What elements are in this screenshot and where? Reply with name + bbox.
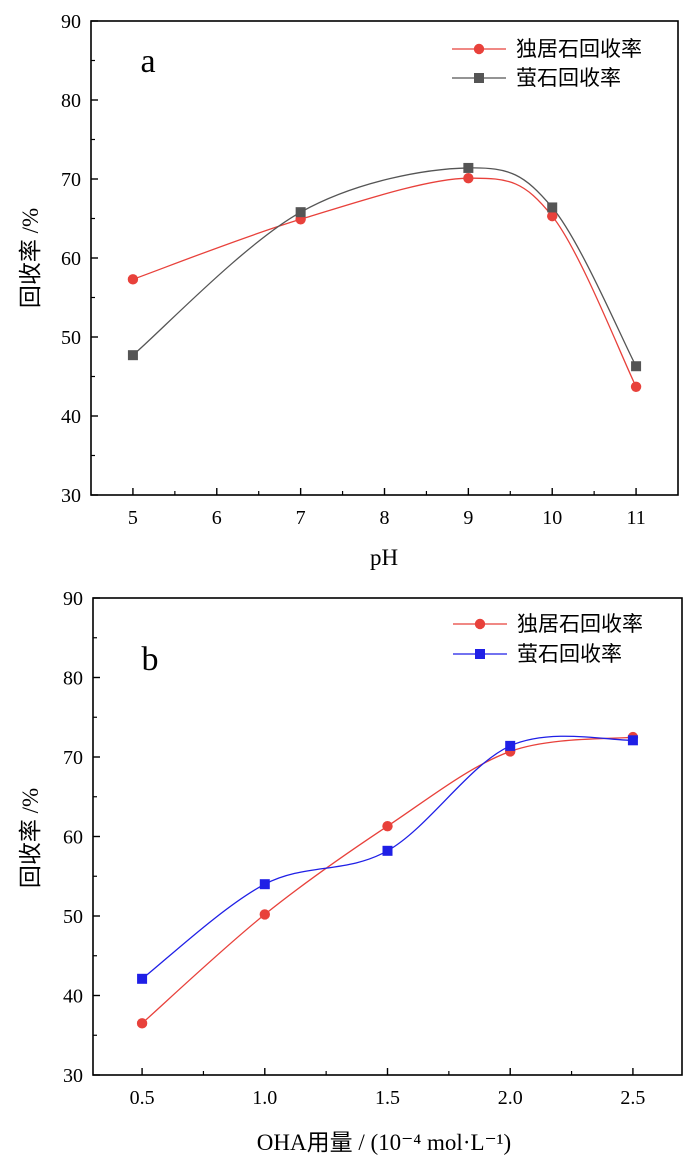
- panel-label: a: [140, 43, 155, 80]
- data-point: [259, 879, 270, 890]
- chart-panel-b: 30 40 50 60 70 80 90 0.5 1.0 1.5 2.0 2.5 OHA用量 / (10…: [18, 588, 683, 1155]
- data-point: [547, 210, 558, 222]
- y-tick-label: 70: [61, 169, 81, 191]
- plot-frame: [92, 597, 683, 1076]
- legend-marker: [474, 73, 484, 83]
- data-point: [627, 735, 638, 746]
- series-line-0: [141, 736, 633, 1024]
- data-point: [382, 845, 393, 856]
- x-tick-label: 0.5: [130, 1087, 155, 1109]
- data-point: [137, 973, 148, 984]
- y-tick-label: 60: [63, 827, 83, 849]
- x-tick-label: 2.0: [498, 1087, 523, 1109]
- y-tick-label: 90: [63, 588, 83, 610]
- x-tick-label: 8: [380, 507, 390, 529]
- data-point: [295, 207, 306, 218]
- legend-entry: 萤石回收率: [453, 642, 622, 666]
- y-tick-label: 90: [61, 11, 81, 33]
- series-line-0: [132, 177, 637, 388]
- data-point: [127, 274, 139, 285]
- data-point: [463, 173, 474, 184]
- legend-marker: [474, 618, 486, 630]
- x-tick-label: 1.0: [252, 1087, 277, 1109]
- data-point: [136, 1018, 148, 1029]
- x-tick-label: 6: [212, 507, 222, 529]
- legend-label: 独居石回收率: [517, 612, 643, 636]
- legend-marker: [473, 43, 485, 55]
- legend-entry: 萤石回收率: [452, 66, 621, 90]
- y-tick-label: 40: [63, 986, 83, 1008]
- y-tick-label: 30: [63, 1065, 83, 1087]
- x-tick-label: 2.5: [620, 1087, 645, 1109]
- y-axis-title: 回收率 /%: [18, 788, 43, 888]
- x-axis-title: pH: [370, 545, 398, 570]
- legend-entry: 独居石回收率: [453, 612, 643, 636]
- data-point: [505, 740, 516, 751]
- x-tick-label: 1.5: [375, 1087, 400, 1109]
- x-tick-label: 11: [626, 507, 645, 529]
- y-tick-label: 40: [61, 406, 81, 428]
- y-tick-label: 80: [61, 90, 81, 112]
- x-tick-label: 7: [296, 507, 306, 529]
- y-tick-label: 80: [63, 668, 83, 690]
- y-tick-label: 50: [63, 906, 83, 928]
- panel-label: b: [142, 641, 159, 678]
- y-tick-label: 50: [61, 327, 81, 349]
- plot-frame: [90, 20, 679, 496]
- y-axis-title: 回收率 /%: [18, 208, 43, 308]
- data-point: [463, 162, 474, 173]
- y-tick-label: 70: [63, 747, 83, 769]
- x-tick-label: 9: [463, 507, 473, 529]
- legend-entry: 独居石回收率: [452, 37, 642, 61]
- legend-label: 萤石回收率: [517, 642, 622, 666]
- y-tick-label: 30: [61, 485, 81, 507]
- x-tick-label: 5: [128, 507, 138, 529]
- x-tick-label: 10: [542, 507, 562, 529]
- data-point: [382, 820, 393, 832]
- data-point: [127, 350, 138, 361]
- x-axis-title: OHA用量 / (10⁻⁴ mol·L⁻¹): [257, 1130, 511, 1155]
- data-point: [547, 202, 558, 213]
- legend-label: 萤石回收率: [516, 66, 621, 90]
- chart-panel-a: 30 40 50 60 70 80 90 5 6 7 8 9 10 11 pH 回收率 /% a 独居石回收率萤石…: [18, 11, 679, 570]
- data-point: [630, 381, 642, 392]
- series-line-1: [141, 735, 633, 980]
- y-tick-label: 60: [61, 248, 81, 270]
- legend-label: 独居石回收率: [516, 37, 642, 61]
- data-point: [259, 909, 270, 920]
- series-line-1: [132, 167, 637, 367]
- legend-marker: [475, 649, 485, 659]
- data-point: [631, 361, 642, 372]
